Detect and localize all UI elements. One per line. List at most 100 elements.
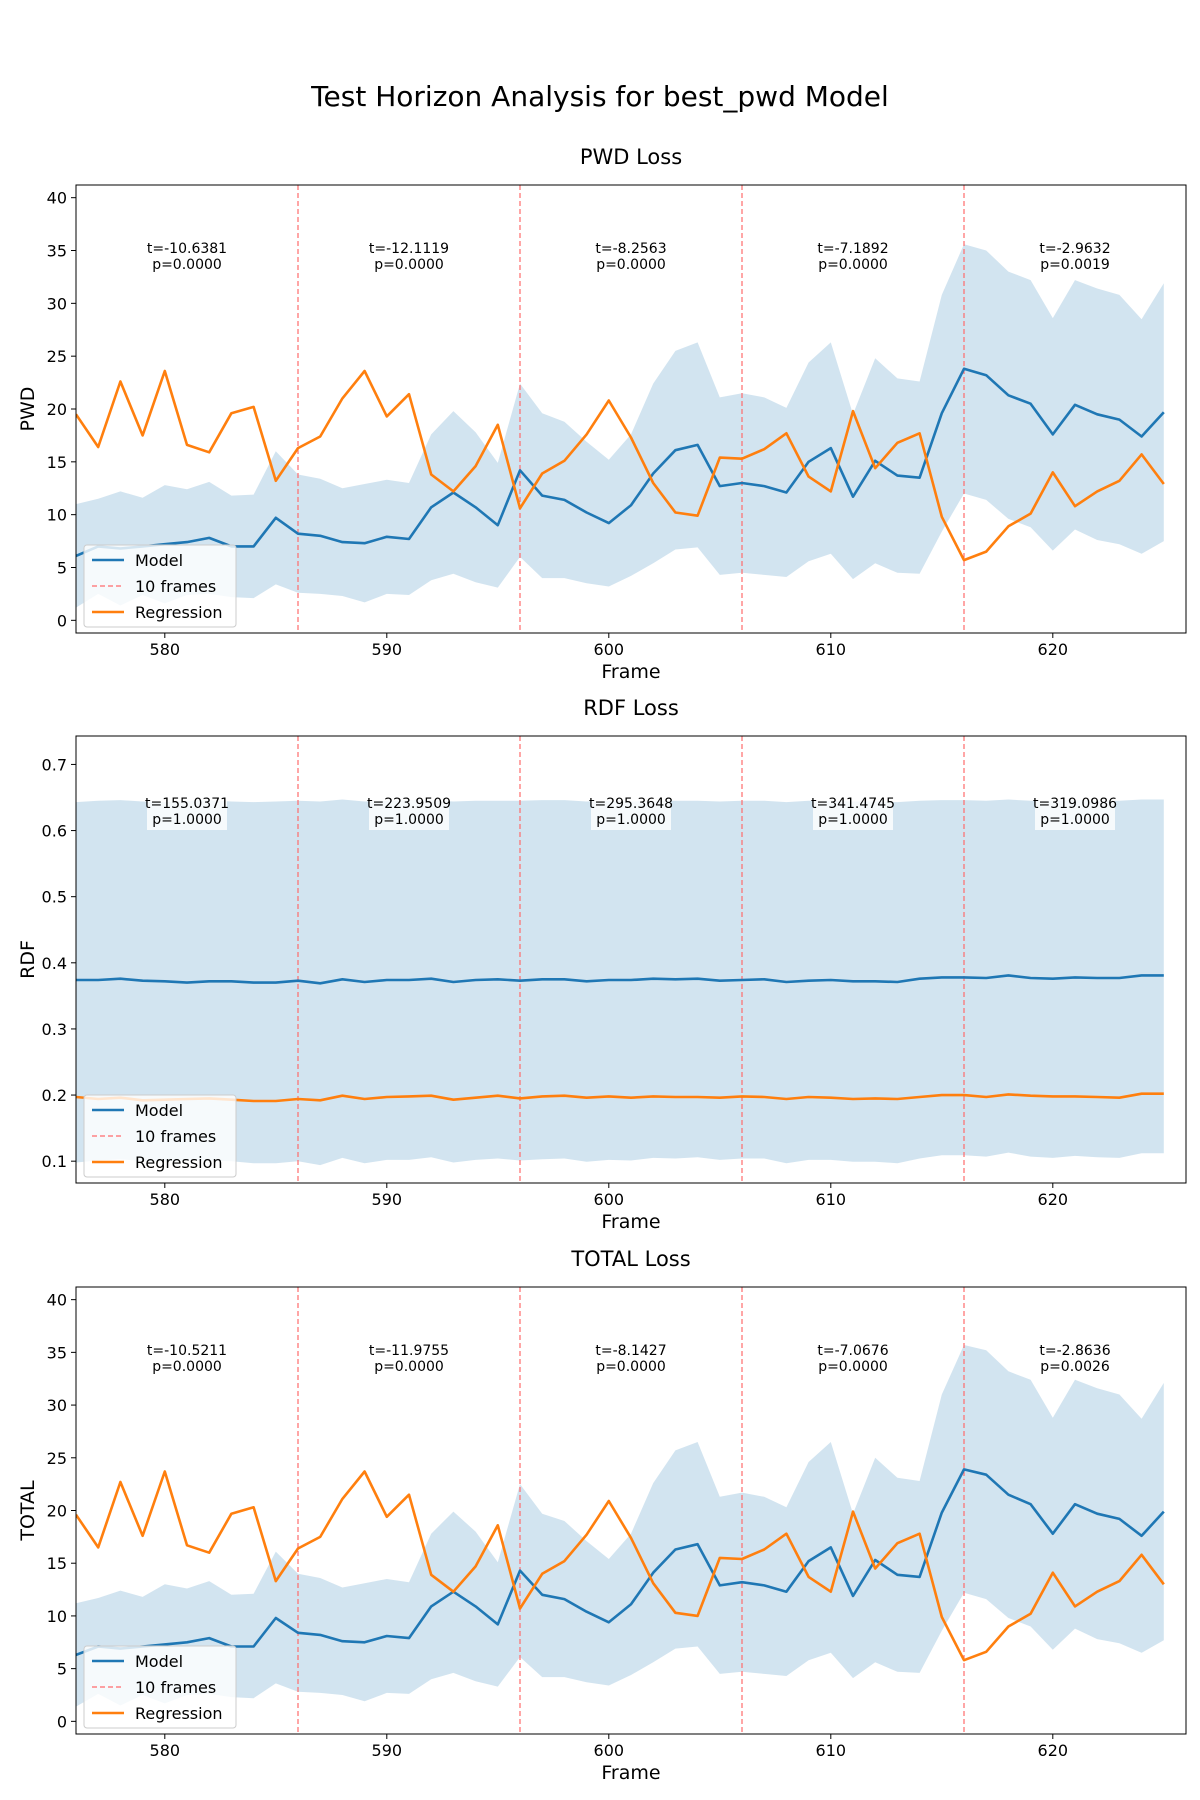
pwd-ytick-label-5: 25 bbox=[47, 347, 67, 366]
rdf-legend-box bbox=[83, 1094, 237, 1178]
pwd-annotation-3-line-0: t=-7.1892 bbox=[817, 241, 888, 257]
rdf-x-axis-label: Frame bbox=[601, 1211, 660, 1233]
total-legend-label-2: Regression bbox=[135, 1704, 223, 1723]
total-annotation-2-line-1: p=0.0000 bbox=[596, 1359, 666, 1375]
pwd-xtick-label-580: 580 bbox=[150, 640, 181, 659]
rdf-annotation-2: t=295.3648 p=1.0000 bbox=[589, 796, 673, 828]
pwd-annotation-3-line-1: p=0.0000 bbox=[818, 257, 888, 273]
pwd-model-line bbox=[76, 367, 1165, 558]
total-legend-box bbox=[83, 1645, 237, 1729]
total-annotation-3: t=-7.0676 p=0.0000 bbox=[817, 1343, 888, 1375]
rdf-xtick-label-610: 610 bbox=[816, 1190, 847, 1209]
rdf-legend: Model 10 frames Regression bbox=[83, 1094, 237, 1178]
rdf-ytick-label-1: 0.2 bbox=[42, 1086, 67, 1105]
rdf-ytick-label-3: 0.4 bbox=[42, 954, 67, 973]
rdf-legend-label-1: 10 frames bbox=[135, 1127, 216, 1146]
total-ytick-label-0: 0 bbox=[57, 1712, 67, 1731]
pwd-ytick-label-6: 30 bbox=[47, 294, 67, 313]
total-confidence-band bbox=[76, 1345, 1164, 1707]
pwd-annotation-0: t=-10.6381 p=0.0000 bbox=[147, 241, 227, 273]
total-ytick-label-5: 25 bbox=[47, 1449, 67, 1468]
rdf-ytick-label-4: 0.5 bbox=[42, 888, 67, 907]
total-x-axis-label: Frame bbox=[601, 1762, 660, 1784]
rdf-ytick-label-5: 0.6 bbox=[42, 822, 67, 841]
pwd-ytick-label-8: 40 bbox=[47, 189, 67, 208]
rdf-annotation-3-line-0: t=341.4745 bbox=[811, 796, 895, 812]
pwd-annotation-1: t=-12.1119 p=0.0000 bbox=[369, 241, 449, 273]
rdf-confidence-band bbox=[76, 799, 1164, 1166]
rdf-ytick-label-2: 0.3 bbox=[42, 1020, 67, 1039]
total-xtick-label-620: 620 bbox=[1038, 1741, 1069, 1760]
rdf-annotation-4-line-0: t=319.0986 bbox=[1033, 796, 1117, 812]
figure-title: Test Horizon Analysis for best_pwd Model bbox=[311, 80, 889, 113]
rdf-annotation-3-line-1: p=1.0000 bbox=[818, 812, 888, 828]
pwd-annotation-4-line-0: t=-2.9632 bbox=[1039, 241, 1110, 257]
rdf-annotation-0-line-1: p=1.0000 bbox=[152, 812, 222, 828]
total-xtick-label-600: 600 bbox=[594, 1741, 625, 1760]
rdf-annotation-2-line-0: t=295.3648 bbox=[589, 796, 673, 812]
total-annotation-3-line-1: p=0.0000 bbox=[818, 1359, 888, 1375]
rdf-annotation-4-line-1: p=1.0000 bbox=[1040, 812, 1110, 828]
total-ytick-label-4: 20 bbox=[47, 1502, 67, 1521]
pwd-annotation-1-line-1: p=0.0000 bbox=[374, 257, 444, 273]
rdf-annotation-1-line-1: p=1.0000 bbox=[374, 812, 444, 828]
rdf-ytick-label-6: 0.7 bbox=[42, 755, 67, 774]
total-ytick-label-7: 35 bbox=[47, 1343, 67, 1362]
rdf-legend-label-0: Model bbox=[135, 1101, 183, 1120]
total-ytick-label-8: 40 bbox=[47, 1291, 67, 1310]
pwd-ytick-label-1: 5 bbox=[57, 558, 67, 577]
pwd-annotation-3: t=-7.1892 p=0.0000 bbox=[817, 241, 888, 273]
total-annotation-4-line-1: p=0.0026 bbox=[1040, 1359, 1110, 1375]
rdf-ytick-label-0: 0.1 bbox=[42, 1152, 67, 1171]
pwd-xtick-label-610: 610 bbox=[816, 640, 847, 659]
pwd-confidence-band bbox=[76, 244, 1164, 608]
total-annotation-4: t=-2.8636 p=0.0026 bbox=[1039, 1343, 1110, 1375]
pwd-legend: Model 10 frames Regression bbox=[83, 544, 237, 628]
pwd-regression-line bbox=[76, 369, 1165, 562]
rdf-panel-title: RDF Loss bbox=[583, 696, 679, 720]
pwd-annotation-0-line-0: t=-10.6381 bbox=[147, 241, 227, 257]
total-legend-label-0: Model bbox=[135, 1652, 183, 1671]
total-annotation-2-line-0: t=-8.1427 bbox=[595, 1343, 666, 1359]
rdf-annotation-box-1 bbox=[369, 794, 449, 831]
pwd-plot-area bbox=[76, 185, 1165, 633]
rdf-annotation-box-0 bbox=[147, 794, 227, 831]
rdf-annotation-0-line-0: t=155.0371 bbox=[145, 796, 229, 812]
total-ytick-label-3: 15 bbox=[47, 1554, 67, 1573]
total-annotation-4-line-0: t=-2.8636 bbox=[1039, 1343, 1110, 1359]
total-plot-area bbox=[76, 1287, 1165, 1734]
total-legend-label-1: 10 frames bbox=[135, 1678, 216, 1697]
total-annotation-3-line-0: t=-7.0676 bbox=[817, 1343, 888, 1359]
total-xtick-label-580: 580 bbox=[150, 1741, 181, 1760]
pwd-annotation-2-line-0: t=-8.2563 bbox=[595, 241, 666, 257]
total-xtick-label-590: 590 bbox=[372, 1741, 403, 1760]
total-annotation-0-line-0: t=-10.5211 bbox=[147, 1343, 227, 1359]
total-ytick-label-6: 30 bbox=[47, 1396, 67, 1415]
pwd-annotation-4: t=-2.9632 p=0.0019 bbox=[1039, 241, 1110, 273]
rdf-annotation-0: t=155.0371 p=1.0000 bbox=[145, 796, 229, 828]
total-y-axis-label: TOTAL bbox=[17, 1480, 39, 1542]
total-ytick-label-1: 5 bbox=[57, 1660, 67, 1679]
pwd-annotation-2-line-1: p=0.0000 bbox=[596, 257, 666, 273]
pwd-annotation-4-line-1: p=0.0019 bbox=[1040, 257, 1110, 273]
pwd-ytick-label-2: 10 bbox=[47, 506, 67, 525]
rdf-annotation-box-3 bbox=[813, 794, 893, 831]
rdf-plot-area bbox=[76, 736, 1164, 1183]
rdf-annotation-1: t=223.9509 p=1.0000 bbox=[367, 796, 451, 828]
pwd-legend-label-1: 10 frames bbox=[135, 577, 216, 596]
total-annotation-1: t=-11.9755 p=0.0000 bbox=[369, 1343, 449, 1375]
total-xtick-label-610: 610 bbox=[816, 1741, 847, 1760]
total-annotation-1-line-0: t=-11.9755 bbox=[369, 1343, 449, 1359]
pwd-y-axis-label: PWD bbox=[17, 387, 39, 432]
rdf-annotation-box-4 bbox=[1035, 794, 1115, 831]
pwd-annotation-0-line-1: p=0.0000 bbox=[152, 257, 222, 273]
pwd-xtick-label-590: 590 bbox=[372, 640, 403, 659]
total-model-line bbox=[76, 1468, 1165, 1657]
rdf-annotation-4: t=319.0986 p=1.0000 bbox=[1033, 796, 1117, 828]
pwd-ytick-label-7: 35 bbox=[47, 242, 67, 261]
total-regression-line bbox=[76, 1470, 1165, 1662]
